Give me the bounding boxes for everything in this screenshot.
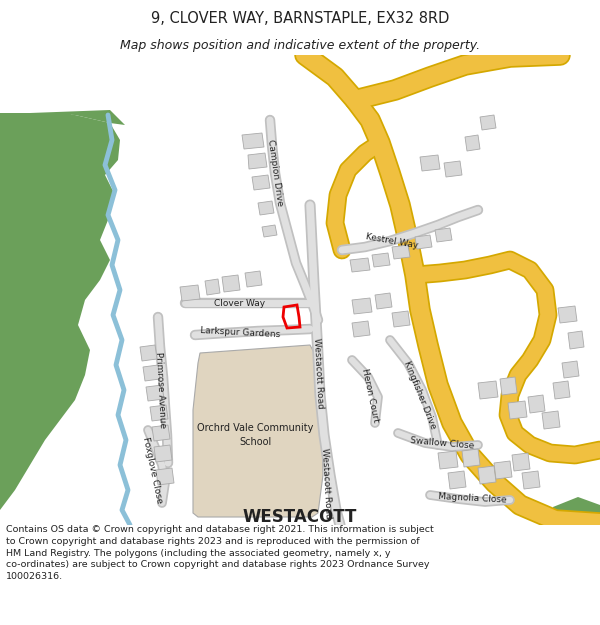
Polygon shape: [448, 471, 466, 489]
Polygon shape: [248, 153, 267, 169]
Polygon shape: [258, 201, 274, 215]
Text: Orchrd Vale Community
School: Orchrd Vale Community School: [197, 423, 313, 447]
Polygon shape: [372, 253, 390, 267]
Polygon shape: [242, 133, 264, 149]
Polygon shape: [156, 468, 174, 485]
Polygon shape: [542, 411, 560, 429]
Polygon shape: [193, 345, 323, 517]
Polygon shape: [180, 285, 200, 301]
Text: Primrose Avenue: Primrose Avenue: [154, 352, 166, 428]
Polygon shape: [553, 497, 600, 525]
Text: Clover Way: Clover Way: [214, 299, 266, 308]
Polygon shape: [512, 453, 530, 471]
Text: Heron Court: Heron Court: [360, 368, 380, 423]
Polygon shape: [352, 298, 372, 314]
Polygon shape: [478, 466, 496, 484]
Polygon shape: [150, 405, 168, 421]
Text: Kingfisher Drive: Kingfisher Drive: [402, 359, 438, 431]
Polygon shape: [420, 155, 440, 171]
Polygon shape: [146, 385, 164, 401]
Polygon shape: [350, 258, 370, 272]
Text: WESTACOTT: WESTACOTT: [243, 508, 357, 526]
Polygon shape: [30, 110, 125, 125]
Polygon shape: [252, 175, 270, 190]
Polygon shape: [262, 225, 277, 237]
Polygon shape: [522, 471, 540, 489]
Polygon shape: [245, 271, 262, 287]
Polygon shape: [0, 113, 120, 510]
Text: Swallow Close: Swallow Close: [410, 436, 475, 450]
Polygon shape: [205, 279, 220, 295]
Polygon shape: [435, 228, 452, 242]
Polygon shape: [143, 365, 160, 381]
Text: Contains OS data © Crown copyright and database right 2021. This information is : Contains OS data © Crown copyright and d…: [6, 525, 434, 581]
Text: Campion Drive: Campion Drive: [266, 139, 284, 207]
Polygon shape: [154, 445, 172, 462]
Text: Westacott Road: Westacott Road: [311, 338, 325, 409]
Text: Map shows position and indicative extent of the property.: Map shows position and indicative extent…: [120, 39, 480, 51]
Polygon shape: [392, 245, 410, 259]
Text: 9, CLOVER WAY, BARNSTAPLE, EX32 8RD: 9, CLOVER WAY, BARNSTAPLE, EX32 8RD: [151, 11, 449, 26]
Polygon shape: [562, 361, 579, 378]
Polygon shape: [222, 275, 240, 292]
Text: Magnolia Close: Magnolia Close: [437, 492, 506, 504]
Polygon shape: [553, 381, 570, 399]
Text: Kestrel Way: Kestrel Way: [365, 232, 419, 250]
Polygon shape: [0, 113, 80, 150]
Polygon shape: [465, 135, 480, 151]
Polygon shape: [444, 161, 462, 177]
Polygon shape: [140, 345, 157, 361]
Polygon shape: [415, 235, 432, 249]
Polygon shape: [558, 306, 577, 323]
Polygon shape: [568, 331, 584, 349]
Polygon shape: [480, 115, 496, 130]
Text: Foxglove Close: Foxglove Close: [140, 436, 163, 504]
Polygon shape: [508, 401, 527, 419]
Polygon shape: [500, 377, 517, 395]
Polygon shape: [352, 321, 370, 337]
Polygon shape: [375, 293, 392, 309]
Polygon shape: [478, 381, 498, 399]
Polygon shape: [462, 449, 480, 467]
Polygon shape: [494, 461, 512, 479]
Text: Larkspur Gardens: Larkspur Gardens: [200, 326, 280, 339]
Polygon shape: [438, 451, 458, 469]
Polygon shape: [152, 425, 170, 441]
Polygon shape: [392, 311, 410, 327]
Polygon shape: [528, 395, 545, 413]
Text: Westacott Road: Westacott Road: [320, 448, 332, 519]
